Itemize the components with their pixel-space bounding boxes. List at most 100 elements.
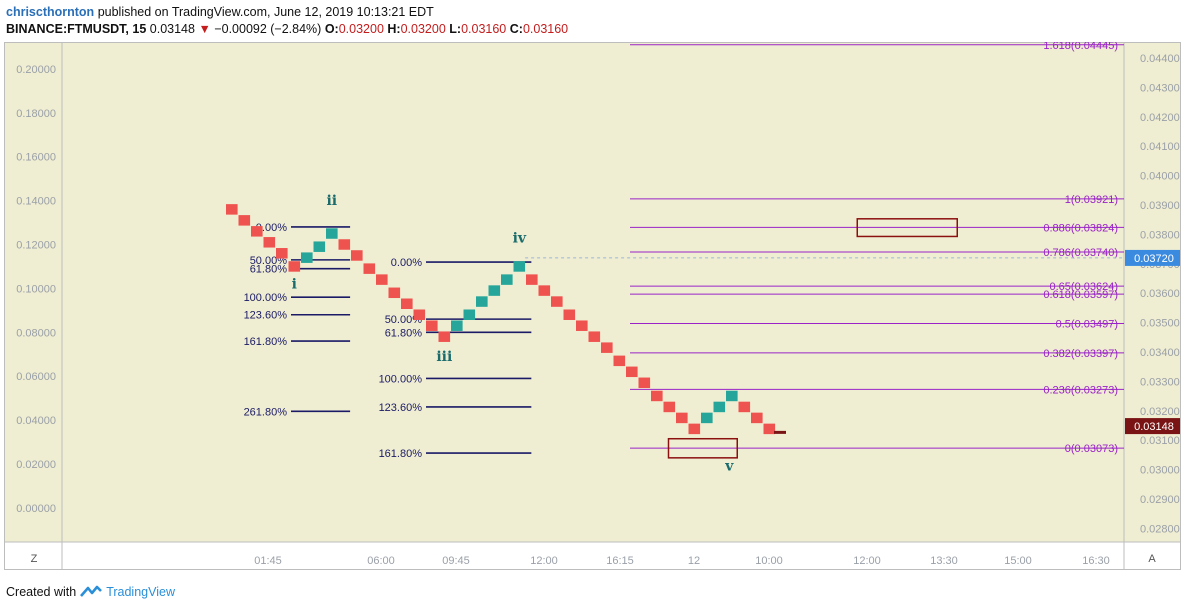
- renko-brick-down: [551, 296, 563, 307]
- elliott-wave-label: iv: [513, 230, 527, 246]
- renko-brick-up: [451, 320, 463, 331]
- renko-brick-down: [738, 401, 751, 413]
- renko-brick-down: [626, 366, 638, 378]
- fib-retracement-label: 0.618(0.03597): [1043, 289, 1118, 301]
- right-axis-tick: 0.02900: [1140, 494, 1180, 506]
- renko-brick-up: [463, 309, 476, 320]
- price-tag-label: 0.03148: [1134, 421, 1174, 433]
- time-axis-tick: 12: [688, 555, 700, 567]
- renko-brick-up: [301, 252, 313, 263]
- left-axis-tick: 0.00000: [16, 503, 56, 515]
- close-label: C:: [509, 22, 523, 36]
- renko-brick-down: [601, 342, 613, 353]
- fib-retracement-label: 0(0.03073): [1065, 443, 1118, 455]
- price-tag-box: [1125, 249, 1180, 266]
- renko-brick-up: [488, 285, 501, 296]
- right-scale-bg: [1124, 42, 1181, 542]
- chart-area[interactable]: 0.20000 0.18000 0.16000 0.14000 0.12000 0.100…: [4, 40, 1181, 570]
- renko-brick-up: [513, 261, 526, 272]
- renko-brick-down: [638, 377, 651, 389]
- left-axis-tick: 0.20000: [16, 64, 56, 76]
- time-axis-tick: 16:30: [1082, 555, 1110, 567]
- elliott-wave-label: iii: [436, 349, 452, 365]
- fib-retracement-label: 0.886(0.03824): [1043, 222, 1118, 234]
- elliott-wave-label: ii: [326, 193, 337, 209]
- renko-brick-down: [276, 248, 288, 259]
- renko-brick-down: [763, 423, 776, 435]
- left-scale-bg: [4, 42, 62, 542]
- target-rectangle: [856, 218, 958, 238]
- time-axis-tick: 12:00: [530, 555, 558, 567]
- fib-retracement-label: 0.65(0.03624): [1050, 281, 1119, 293]
- right-axis-tick: 0.04400: [1140, 53, 1180, 65]
- renko-brick-down: [363, 263, 376, 274]
- last-price: 0.03148: [149, 22, 195, 36]
- renko-brick-up: [476, 296, 488, 307]
- plot-area[interactable]: [62, 42, 1124, 542]
- fib-extension-label: 61.80%: [250, 264, 288, 276]
- symbol-line: BINANCE:FTMUSDT, 15 0.03148 ▼ −0.00092 (…: [6, 21, 1181, 38]
- renko-brick-down: [613, 355, 626, 367]
- fib-retracement-label: 0.786(0.03740): [1043, 247, 1118, 259]
- renko-brick-down: [576, 320, 588, 331]
- price-change: −0.00092 (−2.84%): [214, 22, 322, 36]
- elliott-wave-label: v: [724, 459, 734, 475]
- renko-brick-down: [663, 401, 676, 413]
- time-axis-tick: 15:00: [1004, 555, 1032, 567]
- time-axis-tick: 12:00: [853, 555, 881, 567]
- author-name[interactable]: chriscthornton: [6, 5, 95, 19]
- fib-retracement-label: 0.5(0.03497): [1056, 318, 1118, 330]
- right-axis-tick: 0.04000: [1140, 171, 1180, 183]
- right-axis-tick: 0.03800: [1140, 229, 1180, 241]
- fib-extension-label: 0.00%: [256, 222, 287, 234]
- renko-brick-up: [713, 401, 726, 413]
- auto-scale-button: A: [1148, 553, 1156, 565]
- renko-brick-down: [288, 261, 301, 272]
- zoom-toggle-button: Z: [31, 553, 38, 565]
- fib-retracement-label: 1.618(0.04445): [1043, 42, 1118, 52]
- renko-brick-up: [701, 412, 713, 424]
- right-axis-tick: 0.03200: [1140, 406, 1180, 418]
- renko-chart[interactable]: 0.20000 0.18000 0.16000 0.14000 0.12000 0.100…: [4, 40, 1181, 570]
- renko-brick-down: [751, 412, 763, 424]
- right-axis-tick: 0.02800: [1140, 523, 1180, 535]
- renko-brick-up: [726, 390, 738, 402]
- publish-line: chriscthornton published on TradingView.…: [6, 4, 1181, 21]
- renko-brick-up: [501, 274, 513, 285]
- fib-extension-label: 61.80%: [385, 327, 423, 339]
- right-axis-tick: 0.04100: [1140, 141, 1180, 153]
- fib-extension-label: 50.00%: [385, 314, 423, 326]
- left-axis-tick: 0.12000: [16, 240, 56, 252]
- fib-retracement-label: 1(0.03921): [1065, 194, 1118, 206]
- fib-extension-label: 50.00%: [250, 255, 288, 267]
- fib-extension-label: 161.80%: [244, 336, 288, 348]
- renko-brick-down: [676, 412, 688, 424]
- renko-brick-down: [376, 274, 388, 285]
- fib-extension-label: 123.60%: [379, 402, 423, 414]
- tradingview-brand[interactable]: TradingView: [106, 585, 175, 599]
- low-label: L:: [449, 22, 462, 36]
- renko-brick-down: [238, 215, 251, 226]
- open-label: O:: [324, 22, 339, 36]
- fib-extension-label: 100.00%: [244, 292, 288, 304]
- right-axis-tick: 0.03400: [1140, 347, 1180, 359]
- price-tag-box: [1125, 418, 1180, 435]
- fib-retracement-label: 0.382(0.03397): [1043, 348, 1118, 360]
- left-axis-tick: 0.08000: [16, 327, 56, 339]
- renko-brick-down: [401, 298, 413, 310]
- fib-extension-label: 261.80%: [244, 406, 288, 418]
- target-rectangle: [667, 437, 738, 459]
- right-axis-tick: 0.04300: [1140, 82, 1180, 94]
- time-axis-tick: 10:00: [755, 555, 783, 567]
- renko-brick-down: [388, 287, 401, 299]
- renko-brick-up: [313, 241, 326, 252]
- renko-brick-down: [413, 309, 426, 320]
- high-value: 0.03200: [400, 22, 446, 36]
- time-axis-tick: 06:00: [367, 555, 395, 567]
- renko-brick-down: [338, 239, 351, 250]
- renko-brick-down: [263, 237, 276, 248]
- renko-brick-down: [651, 390, 663, 402]
- fib-extension-label: 100.00%: [379, 373, 423, 385]
- renko-brick-down: [351, 250, 363, 261]
- right-axis-tick: 0.03500: [1140, 318, 1180, 330]
